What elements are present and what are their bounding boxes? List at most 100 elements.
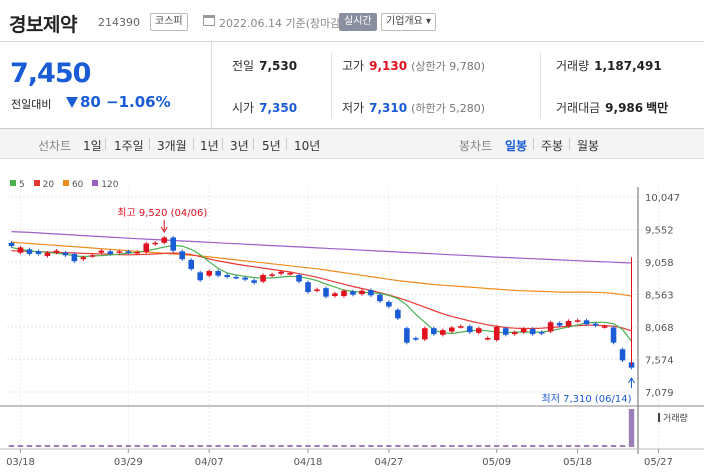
volume-bar: [592, 445, 599, 447]
candle: [502, 326, 509, 337]
down-arrow-icon: [66, 97, 78, 108]
high-arrowhead-icon: [160, 226, 168, 233]
candle-body: [53, 250, 60, 253]
volume-bar: [467, 445, 473, 447]
candle: [62, 251, 69, 257]
volume-bar: [440, 445, 446, 447]
candle: [134, 250, 141, 255]
x-tick-label: 04/27: [374, 457, 403, 468]
candle: [619, 347, 626, 363]
candle-body: [368, 290, 374, 296]
volume-bar: [386, 445, 392, 447]
volume-bar: [556, 445, 563, 447]
tab-daily[interactable]: 일봉: [505, 139, 528, 153]
volume-bar: [529, 445, 536, 447]
candle: [116, 249, 123, 255]
candle: [511, 330, 518, 336]
volume-bar: [170, 445, 176, 447]
tab-3y[interactable]: 3년: [230, 139, 249, 153]
candle-body: [179, 251, 186, 260]
candle: [125, 249, 132, 255]
candle-chart-label: 봉차트: [459, 139, 493, 153]
candle-body: [242, 277, 248, 280]
candle-body: [170, 237, 177, 251]
tab-monthly[interactable]: 월봉: [577, 139, 600, 153]
volume-bar: [278, 445, 284, 447]
y-tick-label: 10,047: [645, 193, 680, 204]
candle-body: [377, 294, 383, 302]
candle: [233, 275, 239, 280]
volume-bar: [494, 445, 500, 447]
volume-bar: [332, 445, 338, 447]
candle-body: [422, 328, 428, 340]
candle: [601, 324, 608, 329]
tab-1d[interactable]: 1일: [83, 139, 102, 153]
volume-bar: [161, 445, 167, 447]
volume-bar: [583, 445, 590, 447]
candle: [449, 325, 455, 334]
candle-body: [529, 328, 536, 335]
volume-bar: [538, 445, 545, 447]
change-label: 전일대비: [11, 98, 52, 111]
volume-bar: [17, 445, 24, 447]
candle-body: [314, 289, 320, 291]
candle-body: [341, 290, 347, 297]
volume-bar: [143, 445, 149, 447]
candle: [206, 269, 212, 278]
candle-body: [502, 328, 509, 335]
candle: [197, 270, 203, 282]
market-badge: 코스피: [150, 13, 188, 31]
company-info-button[interactable]: 기업개요 ▾: [381, 13, 437, 31]
candle-body: [152, 242, 159, 245]
low-arrowhead-icon: [628, 377, 635, 384]
candle-body: [98, 250, 105, 253]
candle-body: [574, 320, 581, 322]
realtime-button[interactable]: 실시간: [339, 13, 377, 31]
volume-bar: [395, 445, 401, 447]
candle-body: [332, 293, 338, 297]
candle: [71, 252, 78, 263]
volume-bar: [197, 445, 203, 447]
volume-bar: [485, 445, 491, 447]
x-tick-label: 04/07: [195, 457, 224, 468]
candle-body: [215, 271, 221, 276]
candle-body: [457, 326, 464, 328]
tab-3m[interactable]: 3개월: [157, 139, 187, 153]
candle-body: [71, 253, 78, 262]
candle-body: [134, 251, 141, 254]
volume-bar: [44, 445, 51, 447]
candle-body: [287, 273, 293, 275]
prev-close: 전일 7,530: [232, 59, 298, 73]
candle-body: [413, 338, 419, 340]
candle: [8, 241, 15, 248]
candle-body: [475, 328, 482, 333]
tab-5y[interactable]: 5년: [262, 139, 281, 153]
candle-body: [8, 242, 15, 247]
candle: [475, 326, 482, 335]
tab-1y[interactable]: 1년: [200, 139, 219, 153]
candle: [35, 249, 42, 256]
x-tick-label: 05/09: [482, 457, 511, 468]
volume-bar: [8, 445, 15, 447]
candle-body: [610, 327, 617, 343]
candle-body: [278, 271, 284, 274]
volume-bar: [341, 445, 347, 447]
volume-bar: [601, 445, 608, 447]
volume-bar: [215, 445, 221, 447]
price-summary: 7,450 전일대비 80 −1.06% 전일 7,530 시가 7,350 고가 9…: [0, 42, 704, 129]
candle-body: [125, 251, 132, 253]
volume-bar: [377, 445, 383, 447]
tab-1w[interactable]: 1주일: [114, 139, 144, 153]
tab-weekly[interactable]: 주봉: [541, 139, 564, 153]
candlestick-chart[interactable]: 10,047 9,552 9,058 8,563 8,068 7,574 7,079 03/1…: [0, 159, 704, 474]
volume-bar: [242, 445, 248, 447]
candle-body: [395, 309, 401, 319]
y-tick-label: 8,068: [645, 323, 674, 334]
candle-body: [431, 328, 437, 335]
change-percent: −1.06%: [106, 93, 171, 111]
volume-bar: [188, 445, 194, 447]
candle-body: [386, 301, 392, 307]
candle: [296, 273, 302, 284]
tab-10y[interactable]: 10년: [294, 139, 321, 153]
y-tick-label: 9,058: [645, 258, 674, 269]
